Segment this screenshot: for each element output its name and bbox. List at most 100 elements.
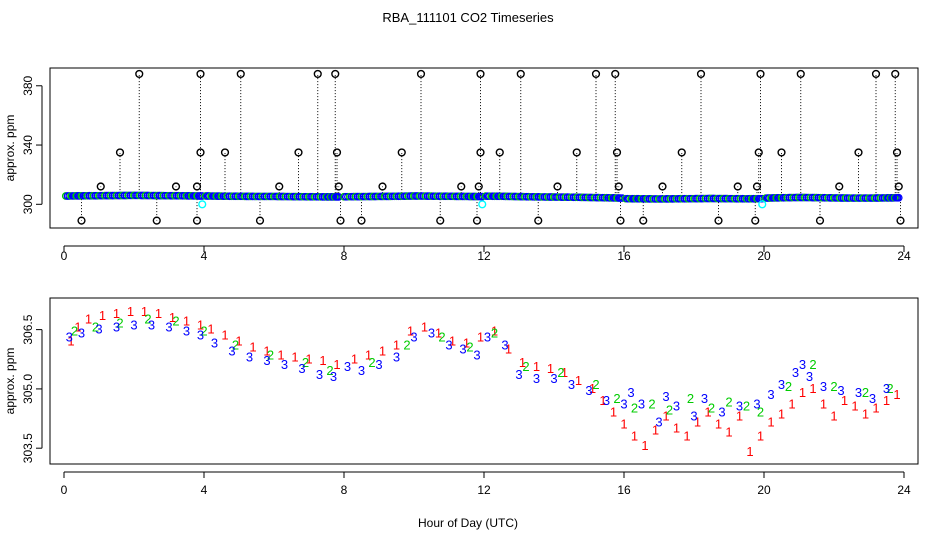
outlier-point <box>313 69 322 79</box>
flag3-point: 3 <box>410 330 417 345</box>
outlier-point <box>658 182 667 191</box>
outlier-point <box>639 216 648 225</box>
flag2-point: 2 <box>557 365 564 380</box>
flag3-point: 3 <box>228 343 235 358</box>
flag2-point: 2 <box>830 379 837 394</box>
flag3-point: 3 <box>855 385 862 400</box>
flag1-point: 1 <box>249 339 256 354</box>
outlier-point <box>815 216 825 225</box>
flag1-point: 1 <box>561 365 568 380</box>
flag2-point: 2 <box>666 403 673 418</box>
flag1-point: 1 <box>235 333 242 348</box>
outlier-point <box>236 69 245 79</box>
outlier-point <box>591 69 601 79</box>
x-tick-label: 12 <box>477 483 491 497</box>
flag1-point: 1 <box>809 381 816 396</box>
flag2-point: 2 <box>886 381 893 396</box>
outlier-point <box>611 69 620 79</box>
outlier-point <box>115 148 125 157</box>
flag3-point: 3 <box>165 320 172 335</box>
flag2-point: 2 <box>708 401 715 416</box>
flag1-point: 1 <box>662 409 669 424</box>
flag3-point: 3 <box>484 330 491 345</box>
outlier-point <box>534 216 543 225</box>
flag3-point: 3 <box>66 330 73 345</box>
flag3-point: 3 <box>550 371 557 386</box>
baseline-point <box>758 194 767 203</box>
baseline-point <box>334 193 343 201</box>
flag1-point: 1 <box>491 324 498 339</box>
flag1-point: 1 <box>547 361 554 376</box>
flag3-point: 3 <box>211 335 218 350</box>
outlier-point <box>733 182 742 191</box>
flag1-point: 1 <box>652 422 659 437</box>
flag1-point: 1 <box>155 306 162 321</box>
flag3-point: 3 <box>627 385 634 400</box>
flag2-point: 2 <box>631 401 638 416</box>
flag3-point: 3 <box>330 369 337 384</box>
flag1-point: 1 <box>830 409 837 424</box>
flag2-point: 2 <box>785 379 792 394</box>
flag1-point: 1 <box>631 428 638 443</box>
flag2-point: 2 <box>466 339 473 354</box>
flag3-point: 3 <box>620 397 627 412</box>
flag2-point: 2 <box>232 337 239 352</box>
outlier-point <box>553 182 562 191</box>
flag3-point: 3 <box>316 367 323 382</box>
flag4-point <box>198 200 207 209</box>
flag3-point: 3 <box>792 365 799 380</box>
y-tick-label: 303.5 <box>21 433 35 463</box>
flag3-point: 3 <box>753 397 760 412</box>
outlier-point <box>896 216 905 225</box>
flag1-point: 1 <box>799 385 806 400</box>
flag2-point: 2 <box>743 399 750 414</box>
flag3-point: 3 <box>655 415 662 430</box>
flag3-point: 3 <box>459 341 466 356</box>
bottom-ylabel: approx. ppm <box>3 348 17 415</box>
outlier-point <box>96 182 105 191</box>
flag1-point: 1 <box>519 355 526 370</box>
flag3-point: 3 <box>130 318 137 333</box>
flag2-point: 2 <box>613 391 620 406</box>
flag1-point: 1 <box>575 373 582 388</box>
outlier-point <box>892 148 902 157</box>
flag1-point: 1 <box>893 387 900 402</box>
flag2-point: 2 <box>200 324 207 339</box>
outlier-point <box>436 216 445 225</box>
x-tick-label: 0 <box>61 483 68 497</box>
flag2-point: 2 <box>491 326 498 341</box>
top-baseline-points <box>61 191 903 203</box>
flag1-point: 1 <box>683 428 690 443</box>
outlier-point <box>751 216 760 225</box>
flag1-point: 1 <box>319 353 326 368</box>
flag1-point: 1 <box>589 381 596 396</box>
outlier-point <box>378 182 387 191</box>
outlier-point <box>192 182 202 191</box>
flag1-point: 1 <box>757 428 764 443</box>
x-tick-label: 0 <box>61 249 68 263</box>
flag3-point: 3 <box>820 379 827 394</box>
outlier-point <box>796 69 805 79</box>
flag1-point: 1 <box>407 324 414 339</box>
flag4-point <box>478 200 487 209</box>
flag2-point: 2 <box>438 330 445 345</box>
top-axes: 0 4 8 12 16 20 24 300 340 380 <box>21 75 911 263</box>
flag3-point: 3 <box>183 324 190 339</box>
y-tick-label: 380 <box>21 75 35 95</box>
outlier-point <box>476 69 485 79</box>
flag1-point: 1 <box>351 351 358 366</box>
flag2-point: 2 <box>522 359 529 374</box>
outlier-point <box>854 148 863 157</box>
x-tick-label: 4 <box>201 249 208 263</box>
flag3-point: 3 <box>736 399 743 414</box>
flag3-point: 3 <box>767 387 774 402</box>
top-plot-frame <box>49 67 919 229</box>
flag1-point: 1 <box>74 320 81 335</box>
flag3-point: 3 <box>358 363 365 378</box>
flag1-point: 1 <box>599 393 606 408</box>
flag3-point: 3 <box>473 347 480 362</box>
x-tick-label: 16 <box>617 249 631 263</box>
flag3-point: 3 <box>585 383 592 398</box>
